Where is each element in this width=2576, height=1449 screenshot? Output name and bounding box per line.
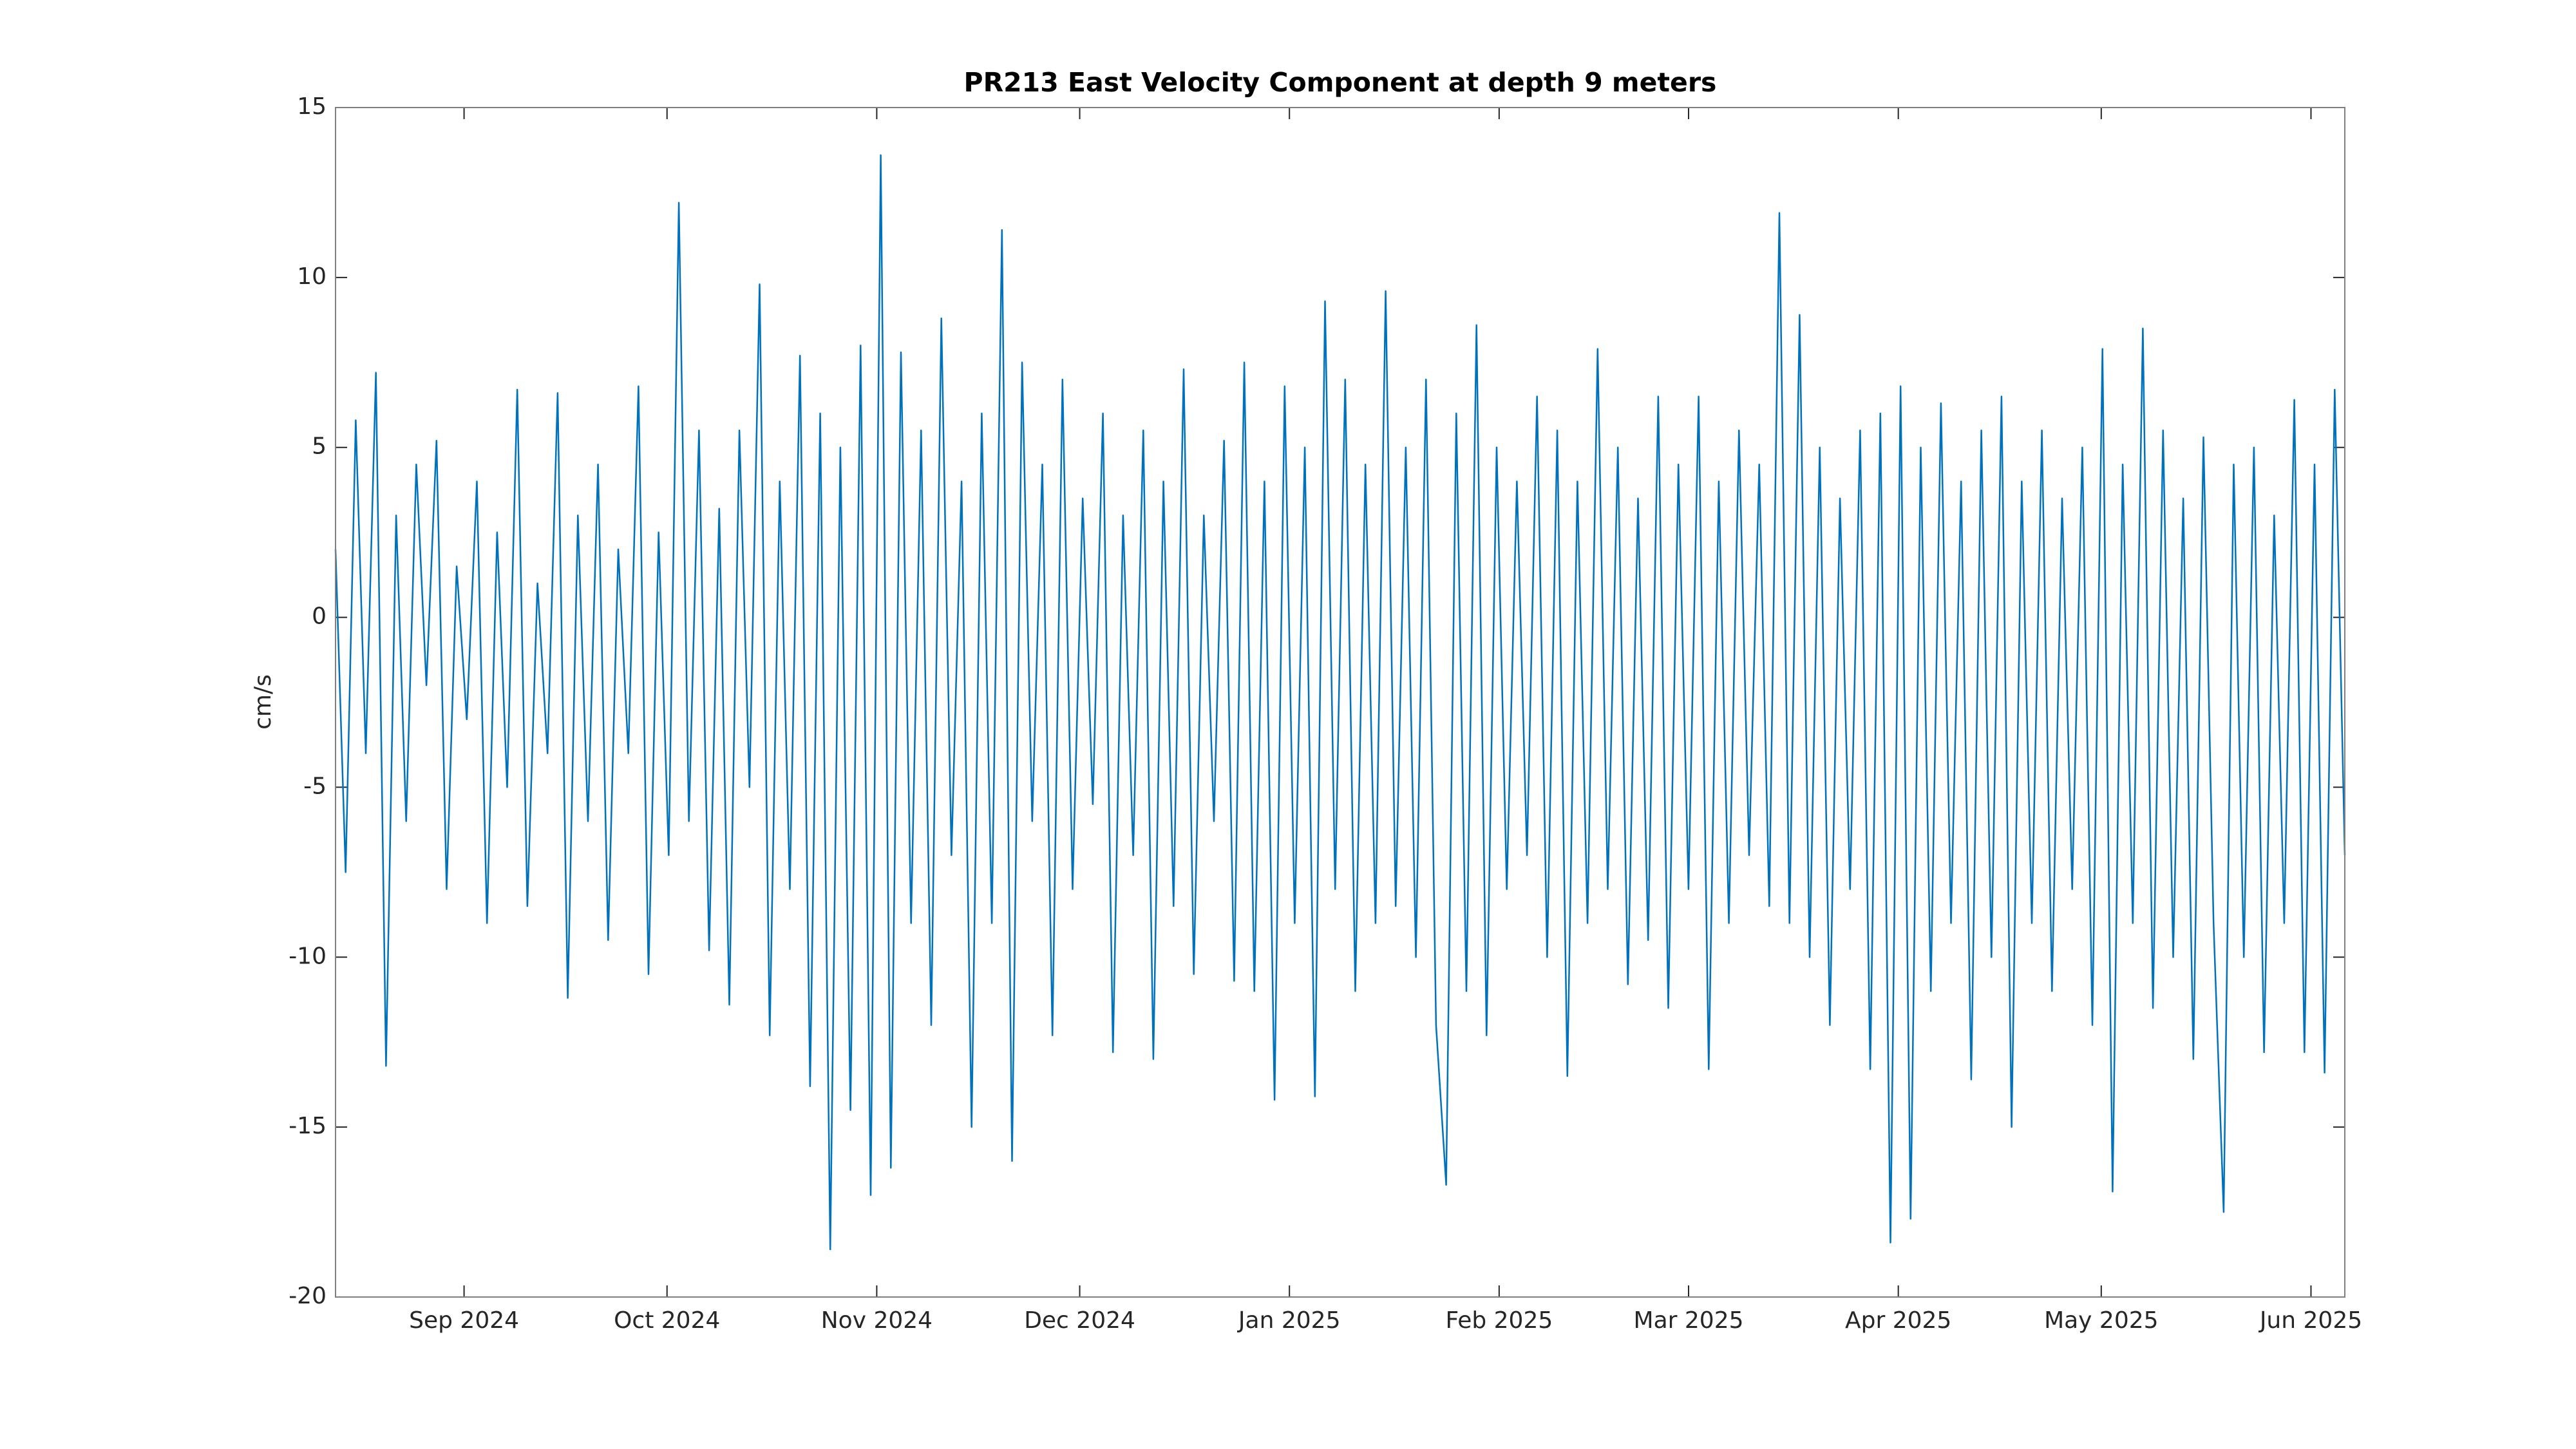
plot-frame [335, 107, 2345, 1298]
y-tick-label: -20 [289, 1283, 327, 1309]
x-tick-label: Apr 2025 [1845, 1307, 1951, 1334]
x-tick-label: Nov 2024 [821, 1307, 933, 1334]
y-tick-label: -10 [289, 943, 327, 969]
x-tick-label: Mar 2025 [1634, 1307, 1744, 1334]
x-tick-label: Jan 2025 [1237, 1307, 1341, 1334]
x-tick-label: May 2025 [2044, 1307, 2159, 1334]
y-tick-label: 5 [312, 433, 327, 460]
y-tick-label: -15 [289, 1113, 327, 1139]
data-line [334, 154, 2346, 1251]
x-tick-label: Jun 2025 [2259, 1307, 2362, 1334]
y-tick-label: 10 [297, 263, 327, 290]
x-tick-label: Oct 2024 [614, 1307, 720, 1334]
y-tick-label: -5 [303, 773, 327, 799]
y-tick-label: 15 [297, 93, 327, 120]
x-tick-label: Feb 2025 [1445, 1307, 1553, 1334]
y-tick-label: 0 [312, 603, 327, 630]
x-tick-label: Sep 2024 [409, 1307, 519, 1334]
chart-title: PR213 East Velocity Component at depth 9… [964, 67, 1717, 98]
y-axis-label: cm/s [250, 674, 276, 730]
x-tick-label: Dec 2024 [1024, 1307, 1135, 1334]
